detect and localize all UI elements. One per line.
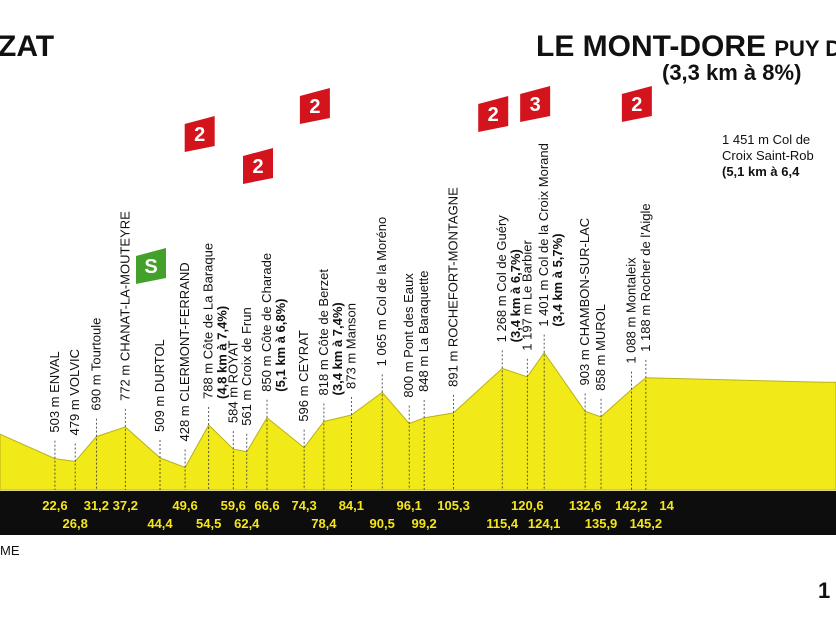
distance-band: 22,6 31,2 37,2 49,6 59,6 66,6 74,3 84,1 96,1 105,… [0, 491, 836, 535]
km-label-top: 84,1 [339, 498, 364, 513]
waypoint-label: 428 m CLERMONT-FERRAND [177, 262, 192, 441]
waypoint-labels: 732 m CHARBONNIÈRES-LES-VARENNES 503 m EN… [0, 132, 814, 490]
climb-detail-label: (3,4 km à 5,7%) [550, 233, 565, 326]
waypoint-label: 858 m MUROL [593, 304, 608, 391]
km-label-bottom: 26,8 [63, 516, 88, 531]
waypoint-label: 850 m Côte de Charade [259, 253, 274, 392]
km-label-bottom: 124,1 [528, 516, 561, 531]
km-label-top: 22,6 [42, 498, 67, 513]
km-label-bottom: 44,4 [147, 516, 173, 531]
km-label-bottom: 78,4 [311, 516, 337, 531]
climb-category-badge [184, 116, 215, 152]
bottom-right-number: 1 [818, 578, 831, 603]
badge-label: 3 [530, 94, 541, 116]
finish-town-title: LE MONT-DORE PUY D [536, 30, 836, 64]
climb-detail-label: (3,4 km à 6,7%) [508, 249, 523, 342]
badge-label: 2 [194, 124, 205, 146]
climb-category-badge [621, 86, 652, 122]
waypoint-label: 873 m Manson [343, 303, 358, 389]
waypoint-label: 848 m La Baraquette [416, 271, 431, 392]
km-label-top: 96,1 [397, 498, 422, 513]
km-label-top: 31,2 [84, 498, 109, 513]
km-label-bottom: 90,5 [370, 516, 395, 531]
badge-label: S [144, 256, 157, 278]
cutoff-climb-label: 1 451 m Col de [722, 132, 810, 147]
km-label-top: 37,2 [113, 498, 138, 513]
km-label-top: 132,6 [569, 498, 602, 513]
km-label-bottom: 145,2 [630, 516, 663, 531]
km-label-top: 49,6 [172, 498, 197, 513]
waypoint-label: 732 m CHARBONNIÈRES-LES-VARENNES [0, 148, 1, 405]
km-label-bottom: 62,4 [234, 516, 260, 531]
climb-detail-label: (5,1 km à 6,8%) [273, 298, 288, 391]
km-label-bottom: 135,9 [585, 516, 618, 531]
climb-category-badge [520, 86, 551, 122]
km-label-top: 120,6 [511, 498, 544, 513]
waypoint-label: 1 088 m Montaleix [623, 257, 638, 364]
waypoint-label: 596 m CEYRAT [296, 330, 311, 422]
waypoint-label: 772 m CHANAT-LA-MOUTEYRE [117, 211, 132, 401]
left-edge-fragment: ME [0, 543, 20, 558]
km-label-top: 59,6 [221, 498, 246, 513]
waypoint-label: 1 401 m Col de la Croix Morand [536, 143, 551, 327]
waypoint-label: 584 m ROYAT [225, 340, 240, 423]
badge-label: 2 [488, 104, 499, 126]
km-label-top: 14 [659, 498, 674, 513]
badge-label: 2 [309, 96, 320, 118]
km-label-top: 74,3 [291, 498, 316, 513]
distance-band-background [0, 491, 836, 535]
waypoint-label: 800 m Pont des Eaux [401, 273, 416, 398]
waypoint-label: 1 268 m Col de Guéry [494, 215, 509, 343]
finish-climb-detail: (3,3 km à 8%) [662, 60, 802, 85]
waypoint-label: 561 m Croix de Frun [239, 307, 254, 426]
climb-category-badge [243, 148, 274, 184]
badge-label: 2 [252, 156, 263, 178]
waypoint-label: 1 065 m Col de la Moréno [374, 217, 389, 367]
waypoint-label: 891 m ROCHEFORT-MONTAGNE [446, 187, 461, 387]
climb-category-badge [299, 88, 330, 124]
km-label-bottom: 99,2 [411, 516, 436, 531]
waypoint-label: 479 m VOLVIC [67, 349, 82, 435]
cutoff-climb-label: (5,1 km à 6,4 [722, 164, 800, 179]
climb-detail-label: (4,8 km à 7,4%) [215, 306, 230, 399]
start-town-title: ZAT [0, 30, 55, 63]
waypoint-label: 690 m Tourtoule [88, 318, 103, 411]
waypoint-label: 1 197 m Le Barbier [519, 240, 534, 351]
climb-badges: S 2 2 2 2 3 2 [136, 86, 652, 284]
km-label-top: 66,6 [254, 498, 279, 513]
km-label-bottom: 54,5 [196, 516, 221, 531]
km-label-bottom: 115,4 [486, 516, 519, 531]
waypoint-label: 509 m DURTOL [152, 339, 167, 432]
waypoint-label: 503 m ENVAL [47, 351, 62, 432]
km-label-top: 105,3 [437, 498, 470, 513]
finish-town-name: LE MONT-DORE [536, 30, 766, 63]
km-label-top: 142,2 [615, 498, 648, 513]
finish-town-suffix: PUY D [774, 36, 836, 61]
waypoint-label: 1 188 m Rocher de l'Aigle [638, 203, 653, 351]
climb-category-badge [478, 96, 509, 132]
sprint-badge [136, 248, 167, 284]
waypoint-label: 903 m CHAMBON-SUR-LAC [577, 218, 592, 386]
badge-label: 2 [631, 94, 642, 116]
climb-detail-label: (3,4 km à 7,4%) [330, 302, 345, 395]
cutoff-climb-label: Croix Saint-Rob [722, 148, 814, 163]
waypoint-label: 818 m Côte de Berzet [316, 269, 331, 396]
waypoint-label: 788 m Côte de La Baraque [201, 243, 216, 399]
